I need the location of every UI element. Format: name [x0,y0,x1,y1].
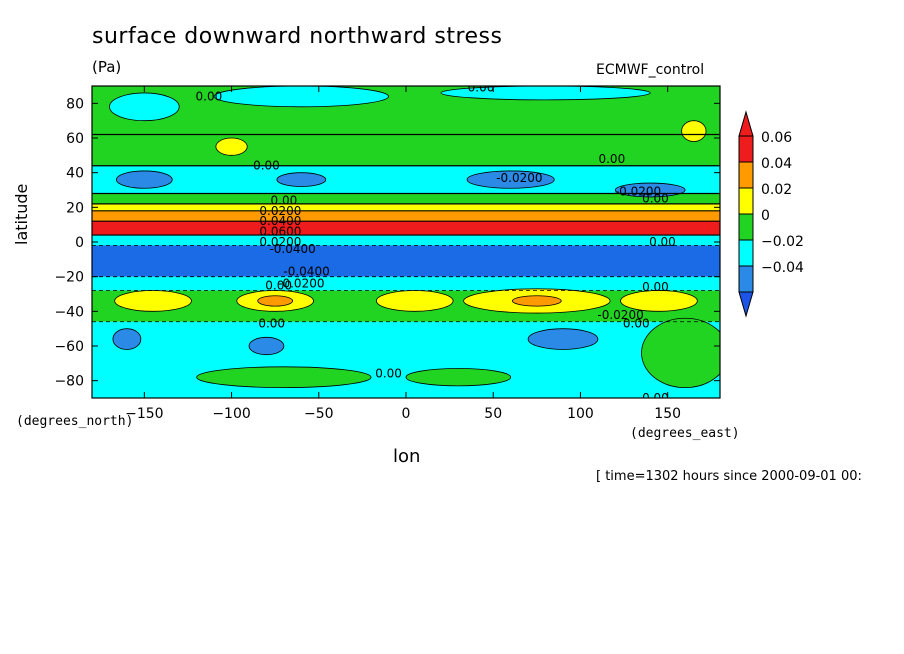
contour-label-18: -0.0200 [597,308,643,322]
colorbar-top-arrow [738,110,754,137]
contour-region-21 [641,317,720,388]
x-tick-label: 0 [402,406,411,422]
contour-label-14: -0.0400 [283,264,329,278]
contour-label-7: 0.00 [271,193,298,207]
contour-region-19 [196,366,372,389]
contour-label-15: -0.0200 [278,277,324,291]
contour-region-18 [527,328,599,350]
colorbar-swatch [738,213,754,241]
colorbar-level-label: −0.04 [761,260,804,276]
y-tick-label: 20 [66,200,84,216]
x-tick-label: −100 [212,406,250,422]
y-tick-label: 0 [75,235,84,251]
colorbar-swatch [738,161,754,189]
contour-region-4 [681,120,707,142]
contour-region-15 [620,290,698,312]
colorbar-level-label: 0.02 [761,182,792,198]
contour-region-16 [112,328,142,350]
contour-label-16: 0.00 [265,278,292,292]
contour-label-4: -0.0200 [496,171,542,185]
contour-region-17 [248,336,285,356]
x-unit-label: (degrees_east) [630,426,740,441]
x-tick-label: 150 [654,406,681,422]
contour-region-11 [257,295,294,307]
contour-region-7 [466,170,555,189]
contour-region-3 [215,137,248,156]
time-note: [ time=1302 hours since 2000-09-01 00: [596,469,862,484]
contour-label-2: 0.00 [253,159,280,173]
colorbar-swatch [738,265,754,293]
contour-label-21: 0.00 [375,367,402,381]
colorbar-level-label: 0.04 [761,156,792,172]
contour-label-6: 0.00 [642,192,669,206]
contour-region-6 [276,172,327,187]
y-tick-label: −20 [54,270,84,286]
band-5 [92,210,720,222]
contour-label-19: 0.00 [623,316,650,330]
x-axis: −150 −100 −50 0 50 100 150 [125,86,681,422]
plot-area: 0.000.000.00 0.00-0.0200-0.02000.000.000.… [92,81,720,405]
colorbar-swatch [738,239,754,267]
contour-label-3: 0.00 [598,152,625,166]
contour-label-9: 0.0400 [259,214,301,228]
x-tick-label: 50 [484,406,502,422]
contour-label-13: -0.0400 [269,242,315,256]
contour-label-20: 0.00 [258,316,285,330]
y-tick-label: −60 [54,339,84,355]
contour-label-10: 0.0600 [259,225,301,239]
contour-region-1 [213,86,389,108]
contour-label-1: 0.00 [468,81,495,95]
band-7 [92,235,720,246]
band-1 [92,134,720,166]
units-label: (Pa) [92,58,122,76]
band-3 [92,193,720,204]
contour-label-12: 0.00 [649,235,676,249]
y-axis: 80 60 40 20 0 −20 −40 −60 −80 [54,96,720,390]
colorbar-swatch [738,135,754,163]
y-tick-label: 40 [66,166,84,182]
y-tick-label: 80 [66,96,84,112]
source-label: ECMWF_control [596,62,705,78]
x-tick-label: 100 [567,406,594,422]
contour-label-5: -0.0200 [615,185,661,199]
contour-label-0: 0.00 [196,89,223,103]
chart-title: surface downward northward stress [92,24,503,49]
contour-region-20 [405,368,512,387]
y-axis-label: latitude [12,183,31,245]
contour-label-17: 0.00 [642,280,669,294]
contour-label-11: 0.0200 [259,235,301,249]
y-tick-label: −80 [54,374,84,390]
band-9 [92,276,720,291]
x-tick-label: −50 [304,406,334,422]
colorbar-level-label: 0.06 [761,130,792,146]
contour-region-14 [512,295,562,307]
colorbar-level-label: −0.02 [761,234,804,250]
colorbar-level-label: 0 [761,208,770,224]
colorbar-bottom-arrow [738,291,754,318]
band-6 [92,221,720,236]
contour-region-0 [109,92,180,122]
contour-label-22: 0.00 [642,391,669,405]
band-4 [92,203,720,211]
colorbar-swatch [738,187,754,215]
x-axis-label: lon [393,446,421,467]
band-8 [92,245,720,277]
x-tick-label: −150 [125,406,163,422]
band-11 [92,321,720,398]
contour-region-12 [375,290,454,312]
contour-region-5 [116,170,173,189]
y-unit-label: (degrees_north) [16,414,134,429]
contour-label-8: 0.0200 [259,204,301,218]
y-tick-label: 60 [66,131,84,147]
y-tick-label: −40 [54,304,84,320]
contour-region-9 [114,290,192,312]
colorbar: 0.06 0.04 0.02 0 −0.02 −0.04 [738,110,804,318]
